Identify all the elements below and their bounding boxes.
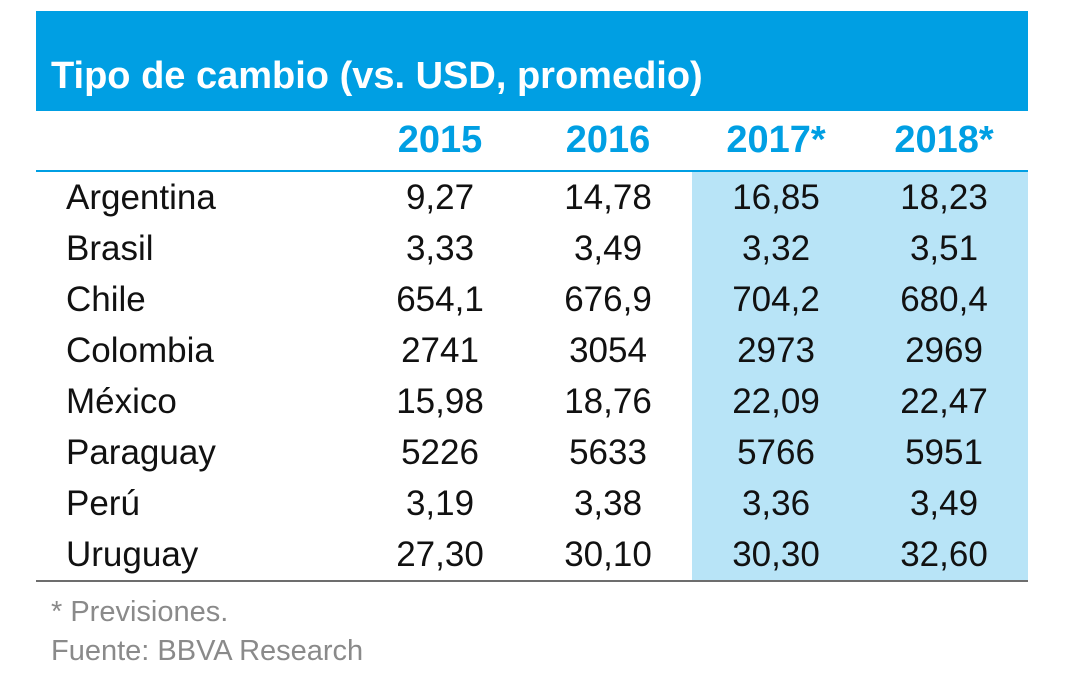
title-bar: Tipo de cambio (vs. USD, promedio): [36, 11, 1028, 111]
exchange-rate-table: 2015 2016 2017* 2018* Argentina 9,27 14,…: [36, 111, 1028, 582]
forecast-cell: 16,85: [692, 171, 860, 223]
table-row: Perú 3,19 3,38 3,36 3,49: [36, 478, 1028, 529]
forecast-cell: 3,51: [860, 223, 1028, 274]
table-row: Colombia 2741 3054 2973 2969: [36, 325, 1028, 376]
value-cell: 14,78: [564, 177, 652, 217]
forecast-cell: 18,23: [860, 171, 1028, 223]
forecast-cell: 680,4: [860, 274, 1028, 325]
value-cell: 676,9: [564, 279, 652, 319]
country-name: Chile: [66, 279, 146, 319]
table-row: México 15,98 18,76 22,09 22,47: [36, 376, 1028, 427]
value-cell: 30,10: [524, 529, 692, 582]
forecast-cell: 32,60: [860, 529, 1028, 582]
footnotes: * Previsiones. Fuente: BBVA Research: [51, 593, 363, 671]
table-title: Tipo de cambio (vs. USD, promedio): [51, 55, 703, 97]
header-year: 2016: [524, 111, 692, 172]
header-country: [36, 111, 356, 172]
country-name: Brasil: [66, 228, 154, 268]
value-cell: 9,27: [405, 177, 475, 217]
forecast-cell: 3,32: [692, 223, 860, 274]
source-note: Fuente: BBVA Research: [51, 635, 364, 667]
table-row: Uruguay 27,30 30,10 30,30 32,60: [36, 529, 1028, 582]
value-cell: 15,98: [396, 381, 484, 421]
forecast-cell: 22,47: [860, 376, 1028, 427]
value-cell: 18,76: [564, 381, 652, 421]
header-year: 2017*: [692, 111, 860, 172]
forecast-cell: 704,2: [692, 274, 860, 325]
country-name: Colombia: [66, 330, 214, 370]
table-row: Chile 654,1 676,9 704,2 680,4: [36, 274, 1028, 325]
forecast-cell: 22,09: [692, 376, 860, 427]
table-row: Brasil 3,33 3,49 3,32 3,51: [36, 223, 1028, 274]
value-cell: 3054: [569, 330, 647, 370]
forecast-cell: 5766: [692, 427, 860, 478]
value-cell: 3,38: [573, 483, 643, 523]
forecast-cell: 3,49: [860, 478, 1028, 529]
forecast-cell: 2969: [860, 325, 1028, 376]
country-name: México: [66, 381, 177, 421]
header-year: 2018*: [860, 111, 1028, 172]
table-row: Paraguay 5226 5633 5766 5951: [36, 427, 1028, 478]
value-cell: 3,19: [405, 483, 475, 523]
header-year: 2015: [356, 111, 524, 172]
forecast-cell: 5951: [860, 427, 1028, 478]
forecast-cell: 30,30: [692, 529, 860, 582]
country-name: Uruguay: [36, 529, 356, 582]
value-cell: 3,33: [405, 228, 475, 268]
country-name: Paraguay: [66, 432, 216, 472]
value-cell: 3,49: [573, 228, 643, 268]
header-row: 2015 2016 2017* 2018*: [36, 111, 1028, 172]
forecast-note: * Previsiones.: [51, 596, 229, 628]
table-row: Argentina 9,27 14,78 16,85 18,23: [36, 171, 1028, 223]
country-name: Argentina: [66, 177, 216, 217]
forecast-cell: 2973: [692, 325, 860, 376]
value-cell: 5226: [401, 432, 479, 472]
forecast-cell: 3,36: [692, 478, 860, 529]
country-name: Perú: [66, 483, 140, 523]
value-cell: 27,30: [356, 529, 524, 582]
value-cell: 5633: [569, 432, 647, 472]
value-cell: 2741: [401, 330, 479, 370]
value-cell: 654,1: [396, 279, 484, 319]
